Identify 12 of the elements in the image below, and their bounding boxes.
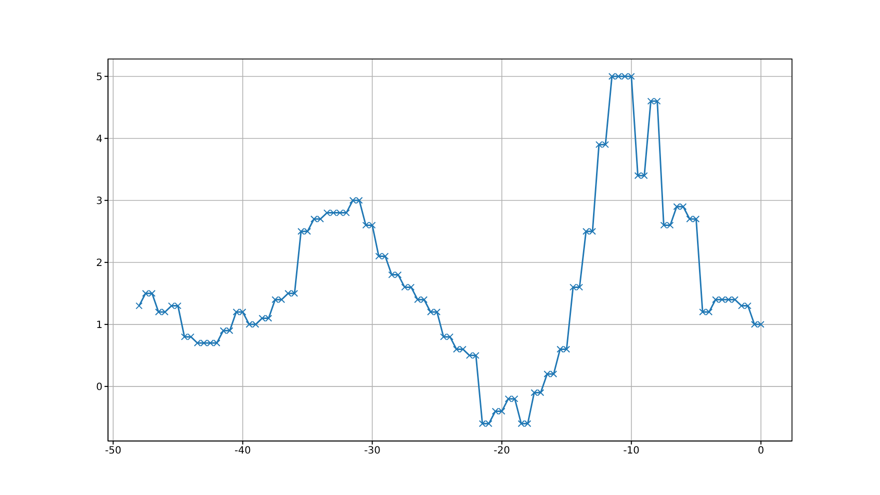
y-tick-label: 1: [96, 320, 102, 331]
y-tick-label: 2: [96, 258, 102, 269]
y-tick-label: 5: [96, 72, 102, 83]
x-tick-label: -30: [364, 446, 380, 457]
x-tick-label: 0: [758, 446, 764, 457]
x-tick-label: -40: [234, 446, 251, 457]
y-tick-label: 3: [96, 196, 102, 207]
x-tick-label: -50: [105, 446, 122, 457]
y-tick-label: 0: [96, 382, 102, 393]
x-tick-label: -20: [494, 446, 510, 457]
x-tick-label: -10: [623, 446, 640, 457]
y-tick-label: 4: [96, 134, 102, 145]
